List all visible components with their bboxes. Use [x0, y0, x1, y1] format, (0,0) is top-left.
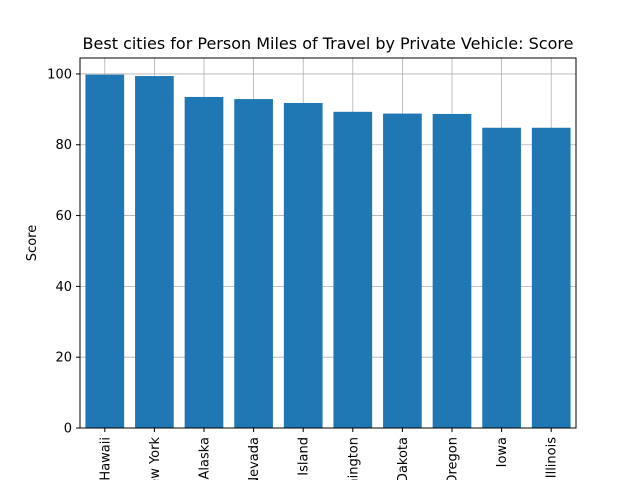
bar-alaska [184, 96, 224, 429]
x-tick-label: Oregon [446, 437, 461, 480]
y-axis-label: Score [25, 225, 40, 261]
bars [85, 74, 571, 429]
y-axis-ticks: 0 20 40 60 80 100 [47, 67, 80, 437]
bar-washington [333, 111, 373, 429]
bar-nevada [234, 99, 273, 428]
x-tick-label: Iowa [495, 437, 510, 467]
bar-rhode-island [283, 102, 323, 429]
y-tick-label: 40 [55, 280, 72, 295]
x-tick-label: Illinois [545, 437, 560, 478]
y-tick-label: 0 [64, 422, 72, 437]
x-tick-label: Rhode Island [297, 437, 312, 480]
bar-new-york [135, 76, 174, 428]
x-tick-label: Hawaii [98, 437, 113, 480]
y-tick-label: 60 [55, 209, 72, 224]
chart-title: Best cities for Person Miles of Travel b… [83, 34, 574, 53]
x-tick-label: New York [148, 437, 163, 480]
x-tick-label: Alaska [198, 437, 213, 480]
x-tick-label: South Dakota [396, 437, 411, 480]
x-axis-ticks: Hawaii New York Alaska Nevada Rhode Island Wa… [98, 428, 560, 480]
bar-south-dakota [383, 113, 422, 429]
bar-iowa [482, 127, 521, 429]
bar-hawaii [85, 74, 125, 429]
plot-area-frame [79, 57, 577, 429]
y-tick-label: 80 [55, 138, 72, 153]
bar-oregon [432, 113, 472, 429]
x-tick-label: Nevada [247, 437, 262, 480]
y-tick-label: 20 [55, 351, 72, 366]
bar-illinois [531, 127, 571, 429]
y-tick-label: 100 [47, 67, 72, 82]
x-tick-label: Washington [346, 437, 361, 480]
